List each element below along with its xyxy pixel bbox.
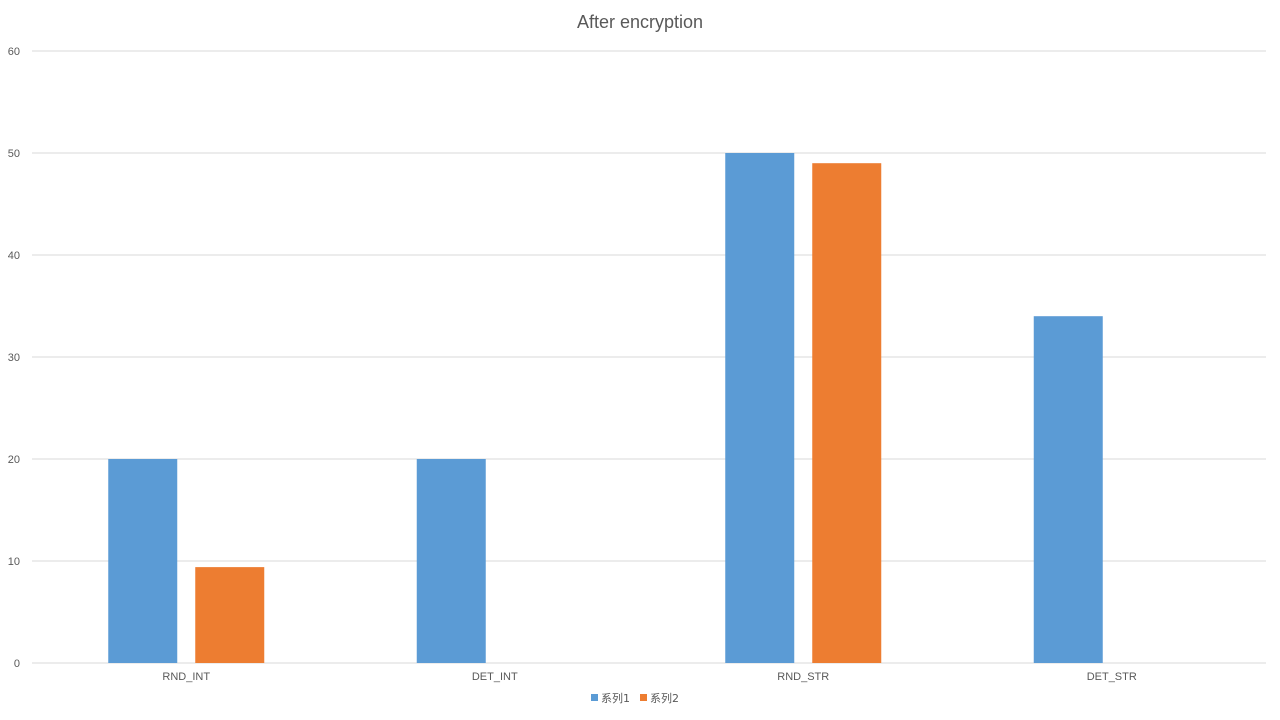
- gridlines: [32, 50, 1266, 664]
- y-tick-label: 10: [8, 556, 20, 568]
- legend-swatch: [591, 694, 598, 701]
- y-tick-label: 50: [8, 148, 20, 160]
- y-tick-label: 40: [8, 250, 20, 262]
- legend: 系列1 系列2: [591, 691, 679, 705]
- chart-title: After encryption: [577, 12, 703, 32]
- x-tick-label: RND_STR: [777, 671, 829, 683]
- x-tick-label: DET_INT: [472, 671, 518, 683]
- bars: [108, 153, 1103, 663]
- bar-det-str-series-1: [1033, 316, 1103, 663]
- legend-item-series-2: 系列2: [640, 691, 679, 705]
- x-axis-tick-labels: RND_INT DET_INT RND_STR DET_STR: [162, 671, 1136, 683]
- bar-rnd-int-series-2: [195, 567, 265, 663]
- y-tick-label: 60: [8, 46, 20, 58]
- y-tick-label: 20: [8, 454, 20, 466]
- y-tick-label: 0: [14, 658, 20, 670]
- bar-rnd-str-series-1: [725, 153, 795, 663]
- legend-label: 系列1: [601, 691, 630, 705]
- x-tick-label: DET_STR: [1087, 671, 1137, 683]
- bar-det-int-series-1: [416, 459, 486, 663]
- y-tick-label: 30: [8, 352, 20, 364]
- x-tick-label: RND_INT: [162, 671, 210, 683]
- bar-rnd-int-series-1: [108, 459, 178, 663]
- legend-label: 系列2: [650, 691, 679, 705]
- y-axis-tick-labels: 0 10 20 30 40 50 60: [8, 46, 20, 670]
- bar-rnd-str-series-2: [812, 163, 882, 663]
- legend-item-series-1: 系列1: [591, 691, 630, 705]
- legend-swatch: [640, 694, 647, 701]
